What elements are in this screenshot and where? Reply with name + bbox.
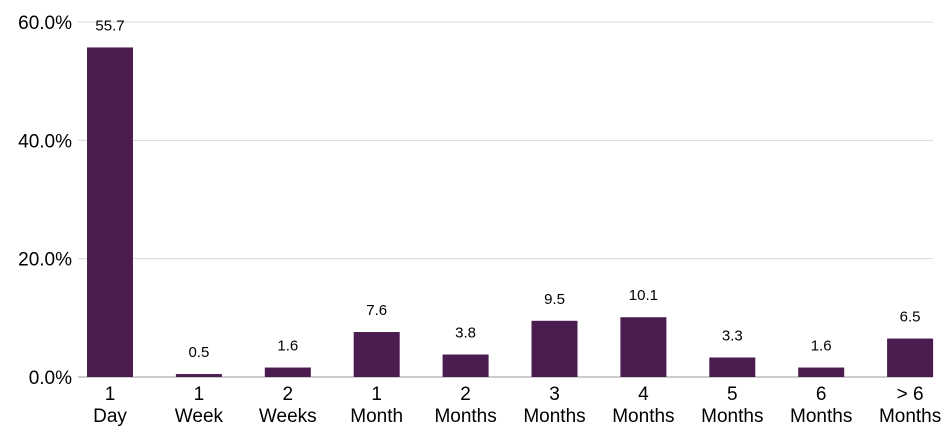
x-tick-label-line: 5 [727,384,738,405]
bar [175,374,222,377]
x-tick-label-line: 2 [283,384,294,405]
x-tick-label-line: 3 [549,384,560,405]
x-tick-label: 2 Months [434,384,496,427]
x-tick-label-line: 2 [460,384,471,405]
y-tick-label: 0.0% [29,368,72,389]
data-label: 0.5 [188,344,209,361]
data-label: 10.1 [629,287,658,304]
x-tick-label: 4 Months [612,384,674,427]
bar [620,317,667,377]
bar [353,332,400,377]
data-label: 1.6 [277,338,298,355]
x-tick-label: 1 Week [175,384,224,427]
x-tick-label-line: 1 [105,384,116,405]
y-tick-label: 40.0% [18,131,72,152]
x-tick-label: 6 Months [790,384,852,427]
data-label: 9.5 [544,291,565,308]
bar [798,367,845,377]
x-tick-label: 1 Day [93,384,127,427]
bar [709,357,756,377]
x-tick-label-line: Months [879,406,941,427]
y-tick-label: 20.0% [18,250,72,271]
x-tick-label-line: Months [434,406,496,427]
bar [264,367,311,377]
x-tick-label-line: Week [175,406,224,427]
x-tick-label: 1 Month [350,384,403,427]
x-tick-label-line: Month [350,406,403,427]
data-label: 3.3 [722,327,743,344]
x-tick-label-line: Weeks [259,406,317,427]
x-tick-label-line: 1 [371,384,382,405]
x-tick-label-line: 1 [194,384,205,405]
x-tick-label-line: 6 [816,384,827,405]
x-tick-label-line: Months [701,406,763,427]
bar [442,354,489,377]
data-label: 7.6 [366,302,387,319]
x-tick-label: 5 Months [701,384,763,427]
bar [87,47,133,378]
x-tick-label-line: Months [790,406,852,427]
x-tick-label-line: 4 [638,384,649,405]
x-tick-label: > 6 Months [879,384,941,427]
x-tick-label: 3 Months [523,384,585,427]
y-tick-label: 60.0% [18,13,72,34]
data-label: 1.6 [811,338,832,355]
x-tick-label-line: Day [93,406,127,427]
data-label: 6.5 [900,309,921,326]
data-label: 55.7 [95,17,124,34]
x-tick-label-line: Months [612,406,674,427]
x-tick-label: 2 Weeks [259,384,317,427]
data-label: 3.8 [455,325,476,342]
bar [531,320,578,377]
x-tick-label-line: > 6 [897,384,924,405]
x-tick-label-line: Months [523,406,585,427]
bar [887,338,934,377]
